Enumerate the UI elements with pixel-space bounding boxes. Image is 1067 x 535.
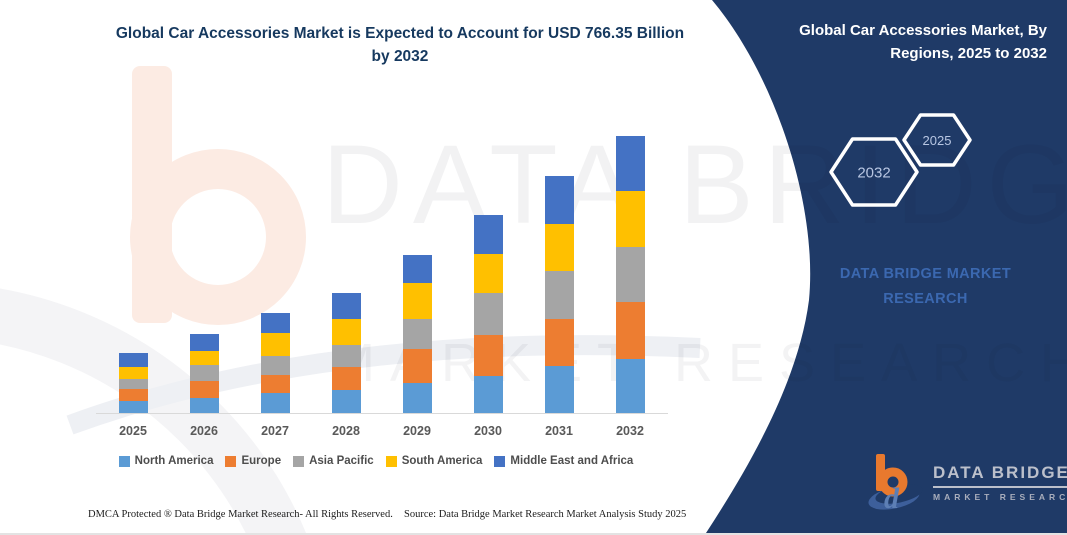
bar-2031	[544, 175, 574, 413]
panel-brand-line2: RESEARCH	[883, 290, 968, 307]
side-panel-shape	[706, 0, 1067, 533]
bar-segment-asia-pacific-2025	[118, 379, 148, 390]
bar-segment-north-america-2029	[402, 383, 432, 413]
bar-segment-europe-2025	[118, 389, 148, 401]
bar-segment-europe-2032	[615, 302, 645, 359]
bar-2032	[615, 136, 645, 413]
bar-segment-middle-east-and-africa-2029	[402, 255, 432, 283]
logo-subtext: MARKET RESEARCH	[933, 491, 1067, 502]
bar-2025	[118, 352, 148, 413]
x-axis-label-2030: 2030	[474, 424, 502, 438]
bar-segment-europe-2028	[331, 367, 361, 390]
bar-segment-north-america-2026	[189, 397, 219, 413]
bar-segment-europe-2029	[402, 349, 432, 383]
bar-segment-asia-pacific-2026	[189, 364, 219, 381]
x-axis-label-2027: 2027	[261, 424, 289, 438]
bar-segment-north-america-2027	[260, 393, 290, 413]
bar-segment-south-america-2025	[118, 367, 148, 380]
chart-title: Global Car Accessories Market is Expecte…	[115, 25, 685, 66]
dbmr-logo-icon: d	[868, 454, 923, 512]
bar-segment-south-america-2032	[615, 190, 645, 248]
bar-segment-south-america-2029	[402, 282, 432, 320]
bar-segment-asia-pacific-2030	[473, 293, 503, 335]
bar-segment-asia-pacific-2029	[402, 319, 432, 350]
legend-label: Europe	[241, 455, 282, 467]
bar-segment-south-america-2031	[544, 223, 574, 272]
x-axis-label-2032: 2032	[616, 424, 644, 438]
x-axis-label-2031: 2031	[545, 424, 573, 438]
side-panel-title: Global Car Accessories Market, By Region…	[799, 22, 1047, 63]
bar-segment-north-america-2032	[615, 358, 645, 413]
footer-source: Source: Data Bridge Market Research Mark…	[404, 509, 687, 520]
legend-item-middle-east-and-africa: Middle East and Africa	[494, 455, 633, 467]
bar-segment-south-america-2026	[189, 351, 219, 365]
bar-segment-north-america-2031	[544, 366, 574, 413]
bar-2029	[402, 255, 432, 413]
x-axis-label-2029: 2029	[403, 424, 431, 438]
legend-swatch	[293, 455, 305, 467]
footer-dmca: DMCA Protected ® Data Bridge Market Rese…	[88, 509, 393, 520]
legend-swatch	[118, 455, 130, 467]
legend-swatch	[385, 455, 397, 467]
chart-legend: North America Europe Asia Pacific South Ame…	[78, 455, 674, 467]
stacked-bar-chart: 2025 2026 2027 2028 2029 2030 2031 2032	[96, 136, 668, 438]
bar-segment-south-america-2030	[473, 254, 503, 294]
legend-item-north-america: North America	[118, 455, 214, 467]
watermark-text-line2: MARKET RESEARCH	[330, 333, 1067, 393]
legend-label: Middle East and Africa	[510, 455, 634, 467]
x-axis-label-2026: 2026	[190, 424, 218, 438]
hexagon-2025-label: 2025	[923, 133, 952, 148]
logo-wordmark: DATA BRIDGE	[933, 463, 1067, 488]
bar-segment-europe-2030	[473, 334, 503, 376]
legend-swatch	[225, 455, 237, 467]
bar-segment-north-america-2028	[331, 389, 361, 413]
bar-segment-middle-east-and-africa-2028	[331, 293, 361, 319]
x-axis-label-2028: 2028	[332, 424, 360, 438]
bar-segment-europe-2026	[189, 380, 219, 398]
bar-2027	[260, 312, 290, 413]
bar-segment-north-america-2025	[118, 400, 148, 413]
peach-b-watermark	[130, 66, 306, 325]
bar-segment-south-america-2027	[260, 333, 290, 357]
bar-segment-europe-2027	[260, 374, 290, 394]
bar-segment-south-america-2028	[331, 318, 361, 345]
legend-label: Asia Pacific	[309, 455, 374, 467]
hexagon-2032: 2032	[829, 137, 919, 207]
legend-label: South America	[401, 455, 483, 467]
bar-segment-middle-east-and-africa-2031	[544, 175, 574, 224]
legend-item-asia-pacific: Asia Pacific	[293, 455, 374, 467]
legend-item-south-america: South America	[385, 455, 483, 467]
bar-2026	[189, 333, 219, 413]
bar-segment-middle-east-and-africa-2027	[260, 312, 290, 334]
panel-brand-text: DATA BRIDGE MARKET RESEARCH	[768, 262, 1067, 311]
panel-brand-line1: DATA BRIDGE MARKET	[839, 266, 1012, 282]
bar-segment-asia-pacific-2027	[260, 356, 290, 375]
x-axis-label-2025: 2025	[119, 424, 147, 438]
hexagon-2032-label: 2032	[857, 165, 890, 182]
bar-segment-asia-pacific-2031	[544, 271, 574, 320]
bar-2030	[473, 214, 503, 413]
bar-segment-asia-pacific-2032	[615, 247, 645, 303]
bar-segment-north-america-2030	[473, 375, 503, 413]
bar-segment-middle-east-and-africa-2032	[615, 136, 645, 191]
legend-label: North America	[134, 455, 214, 467]
bar-segment-middle-east-and-africa-2026	[189, 333, 219, 352]
legend-swatch	[494, 455, 506, 467]
svg-text:d: d	[884, 482, 900, 512]
bar-2028	[331, 293, 361, 413]
bar-segment-middle-east-and-africa-2030	[473, 214, 503, 255]
x-axis-line	[96, 413, 668, 414]
hexagon-2025: 2025	[902, 113, 972, 167]
legend-item-europe: Europe	[225, 455, 281, 467]
watermark-text-line1: DATA BRIDGE	[322, 122, 1067, 247]
dbmr-logo: d DATA BRIDGE MARKET RESEARCH	[868, 452, 1067, 512]
bar-segment-middle-east-and-africa-2025	[118, 352, 148, 368]
bar-segment-asia-pacific-2028	[331, 344, 361, 368]
bar-segment-europe-2031	[544, 319, 574, 367]
